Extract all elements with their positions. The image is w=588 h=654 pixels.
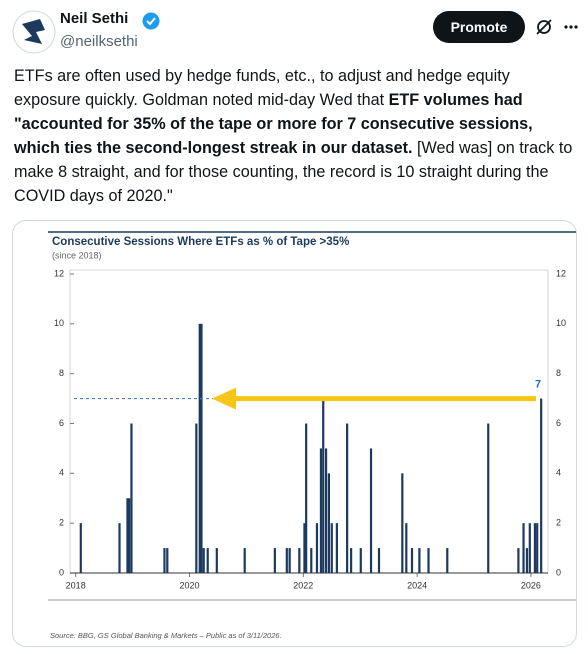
tweet-text: ETFs are often used by hedge funds, etc.… bbox=[14, 64, 576, 208]
author-handle[interactable]: @neilksethi bbox=[60, 33, 138, 50]
verified-badge bbox=[142, 12, 160, 30]
author-name[interactable]: Neil Sethi bbox=[60, 10, 129, 27]
header-icons[interactable] bbox=[534, 16, 582, 38]
promote-button[interactable]: Promote bbox=[433, 11, 525, 43]
tweet-text-segment: ETF volumes had "accounted for 35% of th… bbox=[14, 91, 533, 157]
avatar[interactable] bbox=[12, 10, 56, 54]
tweet-text-segment: [Wed was] on track to make 8 straight, a… bbox=[14, 139, 573, 205]
tweet-text-segment: ETFs are often used by hedge funds, etc.… bbox=[14, 67, 510, 109]
image-card[interactable] bbox=[12, 220, 577, 647]
